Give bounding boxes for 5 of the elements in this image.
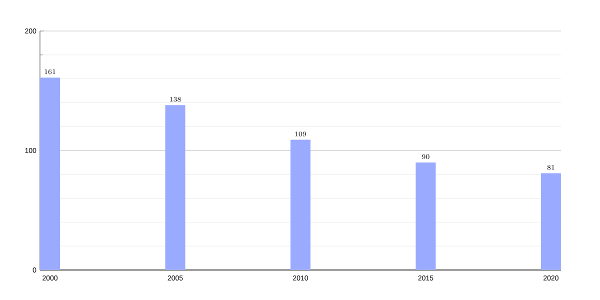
bar [416,162,436,270]
bar [165,105,186,270]
bar [40,78,60,270]
bar [290,140,310,270]
bar [540,173,561,270]
